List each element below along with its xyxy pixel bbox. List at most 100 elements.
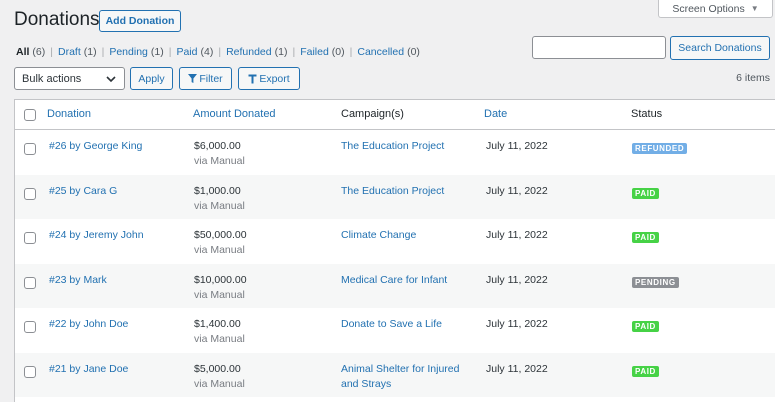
row-checkbox[interactable] [24, 143, 36, 155]
row-checkbox[interactable] [24, 276, 36, 289]
add-donation-button[interactable]: Add Donation [99, 10, 181, 32]
screen-options-tab[interactable]: Screen Options ▼ [658, 0, 773, 18]
campaign-link[interactable]: The Education Project [341, 184, 445, 197]
table-row: #26 by George King $6,000.00 via Manual … [15, 130, 775, 175]
filter-count: (1) [150, 46, 164, 58]
filter-separator: | [101, 46, 105, 58]
amount-value: $6,000.00 [194, 140, 241, 152]
filter-label: All [16, 46, 30, 58]
export-button[interactable]: Export [238, 67, 300, 90]
date-cell: July 11, 2022 [486, 273, 548, 286]
amount-cell: $10,000.00 via Manual [194, 273, 247, 303]
select-all-checkbox[interactable] [24, 109, 36, 121]
amount-cell: $1,400.00 via Manual [194, 317, 245, 347]
amount-cell: $6,000.00 via Manual [194, 139, 245, 169]
row-checkbox[interactable] [24, 232, 36, 244]
screen-options-label: Screen Options [672, 2, 745, 15]
filter-count: (0) [407, 46, 420, 58]
donation-link[interactable]: #22 by John Doe [49, 318, 129, 330]
date-cell: July 11, 2022 [486, 229, 548, 241]
column-donation[interactable]: Donation [47, 108, 92, 120]
donation-link[interactable]: #24 by Jeremy John [49, 229, 144, 241]
column-campaigns: Campaign(s) [341, 108, 404, 120]
caret-down-icon: ▼ [750, 4, 759, 13]
filter-all[interactable]: All (6) [16, 46, 45, 58]
status-cell: PAID [632, 186, 659, 201]
campaign-link[interactable]: Medical Care for Infant [341, 273, 448, 286]
bulk-actions-select[interactable]: Bulk actions [14, 67, 125, 90]
status-cell: REFUNDED [632, 141, 688, 156]
filter-button[interactable]: Filter [179, 67, 232, 90]
donation-link[interactable]: #25 by Cara G [49, 184, 118, 197]
filter-pending[interactable]: Pending (1) [109, 46, 163, 58]
filter-separator: | [218, 46, 222, 58]
status-badge: PAID [632, 321, 659, 332]
page-title: Donations [14, 9, 100, 30]
donation-link[interactable]: #23 by Mark [49, 273, 107, 286]
apply-button[interactable]: Apply [130, 67, 173, 90]
filter-draft[interactable]: Draft (1) [58, 46, 97, 58]
date-cell: July 11, 2022 [486, 140, 548, 152]
filter-failed[interactable]: Failed (0) [300, 46, 344, 58]
donations-table: Donation Amount Donated Campaign(s) Date… [14, 99, 775, 402]
search-input[interactable] [532, 36, 666, 59]
filter-separator: | [349, 46, 353, 58]
filter-label: Draft [58, 46, 81, 58]
status-badge: PAID [632, 365, 659, 377]
row-checkbox[interactable] [24, 365, 36, 378]
status-badge: PENDING [632, 276, 679, 288]
campaign-link[interactable]: Climate Change [341, 229, 417, 241]
filter-count: (4) [200, 46, 214, 58]
status-badge: REFUNDED [632, 143, 688, 154]
filter-count: (1) [83, 46, 97, 58]
date-cell: July 11, 2022 [486, 318, 548, 330]
filter-label: Paid [176, 46, 198, 58]
table-body: #26 by George King $6,000.00 via Manual … [15, 130, 775, 397]
filter-label: Cancelled [357, 46, 405, 58]
table-row: #23 by Mark $10,000.00 via Manual Medica… [15, 263, 775, 308]
column-amount-donated[interactable]: Amount Donated [193, 108, 276, 120]
filter-refunded[interactable]: Refunded (1) [226, 46, 287, 58]
table-row: #24 by Jeremy John $50,000.00 via Manual… [15, 219, 775, 264]
table-header: Donation Amount Donated Campaign(s) Date… [15, 100, 775, 130]
row-checkbox[interactable] [24, 187, 36, 200]
payment-method: via Manual [194, 333, 245, 345]
filter-icon [188, 74, 198, 83]
campaign-link[interactable]: Donate to Save a Life [341, 318, 442, 330]
filter-separator: | [292, 46, 296, 58]
status-badge: PAID [632, 187, 659, 199]
donation-link[interactable]: #21 by Jane Doe [49, 362, 129, 375]
date-cell: July 11, 2022 [486, 362, 548, 375]
column-status: Status [631, 108, 663, 120]
filter-count: (1) [274, 46, 288, 58]
campaign-link[interactable]: The Education Project [341, 140, 445, 152]
campaign-link[interactable]: Animal Shelter for Injured and Strays [341, 362, 460, 390]
payment-method: via Manual [194, 155, 245, 167]
filter-count: (6) [32, 46, 46, 58]
filter-separator: | [50, 46, 53, 58]
amount-value: $50,000.00 [194, 229, 247, 241]
payment-method: via Manual [194, 288, 245, 301]
chevron-down-icon [106, 76, 116, 83]
filter-paid[interactable]: Paid (4) [176, 46, 213, 58]
filter-cancelled[interactable]: Cancelled (0) [357, 46, 420, 58]
amount-value: $1,400.00 [194, 318, 241, 330]
amount-value: $1,000.00 [194, 184, 241, 197]
filter-count: (0) [331, 46, 345, 58]
filter-label: Filter [199, 72, 223, 85]
filter-separator: | [168, 46, 172, 58]
status-badge: PAID [632, 232, 659, 243]
donation-link[interactable]: #26 by George King [49, 140, 143, 152]
status-cell: PENDING [632, 275, 679, 290]
column-date[interactable]: Date [484, 108, 508, 120]
status-cell: PAID [632, 319, 659, 334]
payment-method: via Manual [194, 377, 245, 390]
payment-method: via Manual [194, 199, 245, 212]
filter-label: Pending [109, 46, 148, 58]
search-donations-button[interactable]: Search Donations [670, 36, 770, 60]
amount-value: $5,000.00 [194, 362, 241, 375]
table-row: #22 by John Doe $1,400.00 via Manual Don… [15, 308, 775, 353]
filter-label: Failed [300, 46, 329, 58]
payment-method: via Manual [194, 244, 245, 256]
row-checkbox[interactable] [24, 321, 36, 333]
